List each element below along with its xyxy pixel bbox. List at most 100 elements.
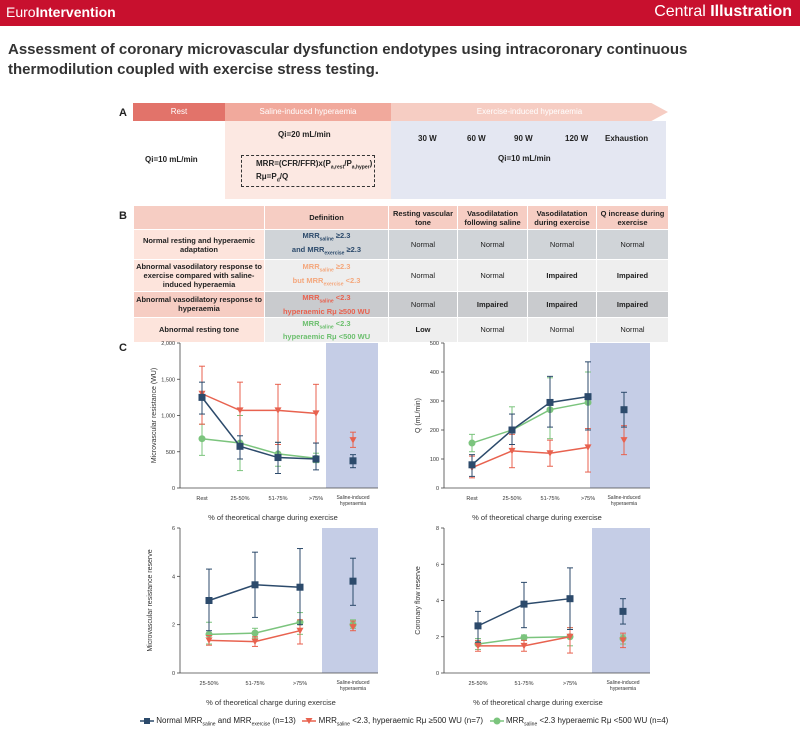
data-point <box>296 583 304 591</box>
x-tick-label: Rest <box>466 496 478 502</box>
mrr-formula: MRR=(CFR/FFR)x(Pa,rest/Pa,hyper) <box>256 159 373 171</box>
y-tick-label: 6 <box>172 526 175 532</box>
data-point <box>474 642 482 650</box>
data-point <box>508 447 516 455</box>
rest-qi: Qi=10 mL/min <box>145 155 198 164</box>
y-tick-label: 0 <box>172 486 175 492</box>
data-point <box>236 439 244 447</box>
data-point <box>274 450 282 458</box>
x-tick-label: 25-50% <box>503 496 522 502</box>
y-axis-label: Microvascular resistance reserve <box>147 549 154 651</box>
table-cell: Low <box>388 316 458 343</box>
y-tick-label: 2 <box>436 635 439 641</box>
row-definition: MRRsaline <2.3 hyperaemic Rμ ≥500 WU <box>264 291 389 318</box>
data-point <box>198 393 206 401</box>
series-line-low_rmu <box>471 401 589 444</box>
table-cell: Normal <box>388 291 458 318</box>
data-point <box>198 435 206 443</box>
central-illustration-label: Central Illustration <box>654 3 792 20</box>
legend-normal-marker <box>140 718 154 724</box>
row-name: Abnormal resting tone <box>133 316 265 343</box>
phase-rest-header: Rest <box>133 103 225 121</box>
table-row: Abnormal resting tone MRRsaline <2.3 hype… <box>133 316 669 343</box>
y-tick-label: 0 <box>172 671 175 677</box>
data-point <box>312 410 320 417</box>
x-tick-label: 25-50% <box>469 681 488 687</box>
y-tick-label: 4 <box>172 574 175 580</box>
data-point <box>546 406 554 414</box>
table-cell: Impaired <box>596 291 669 318</box>
x-tick-label: 51-75% <box>541 496 560 502</box>
data-point <box>474 640 482 648</box>
data-point <box>349 457 357 465</box>
data-point <box>584 393 592 401</box>
x-tick-label: >75% <box>563 681 577 687</box>
table-cell: Impaired <box>527 291 597 318</box>
saline-tick-label: hyperaemia <box>610 686 636 692</box>
y-axis-label: Microvascular resistance (WU) <box>151 368 158 463</box>
data-point <box>468 461 476 469</box>
data-point <box>205 637 213 644</box>
data-point <box>566 633 574 641</box>
data-point <box>566 633 574 641</box>
table-cell: Normal <box>388 229 458 260</box>
data-point <box>546 398 554 406</box>
data-point <box>274 454 282 462</box>
table-cell: Normal <box>596 316 669 343</box>
data-point <box>468 439 476 447</box>
row-definition: MRRsaline ≥2.3 and MRRexercise ≥2.3 <box>264 229 389 260</box>
saline-hyperaemia-zone <box>326 343 378 488</box>
x-axis-label: % of theoretical charge during exercise <box>206 698 336 707</box>
data-point <box>619 637 627 644</box>
row-definition: MRRsaline <2.3 hyperaemic Rμ <500 WU <box>264 316 389 343</box>
table-cell: Normal <box>596 229 669 260</box>
table-row: Abnormal vasodilatory response to exerci… <box>133 259 669 292</box>
exercise-qi: Qi=10 mL/min <box>498 154 551 163</box>
y-tick-label: 500 <box>166 450 175 456</box>
data-point <box>349 621 357 629</box>
exercise-level-30w: 30 W <box>418 134 437 143</box>
saline-tick-label: Saline-induced <box>336 680 369 686</box>
data-point <box>312 454 320 462</box>
data-point <box>236 407 244 414</box>
table-header-cell: Vasodilatation during exercise <box>527 205 597 230</box>
figure-title: Assessment of coronary microvascular dys… <box>8 41 688 78</box>
data-point <box>620 406 628 414</box>
series-line-normal <box>471 395 589 466</box>
y-tick-label: 2 <box>172 623 175 629</box>
data-point <box>566 595 574 603</box>
journal-header-bar: EuroIntervention Central Illustration <box>0 0 800 26</box>
data-point <box>520 600 528 608</box>
data-point <box>236 442 244 450</box>
saline-tick-label: Saline-induced <box>336 495 369 501</box>
endotype-table: Definition Resting vascular tone Vasodil… <box>133 205 669 343</box>
data-point <box>520 642 528 650</box>
journal-brand: EuroIntervention <box>6 4 116 20</box>
exercise-level-120w: 120 W <box>565 134 589 143</box>
data-point <box>520 634 528 642</box>
series-line-low_rmu <box>201 437 317 460</box>
legend-high-rmu-marker <box>302 718 317 724</box>
table-header-row: Definition Resting vascular tone Vasodil… <box>133 205 669 230</box>
data-point <box>619 607 627 615</box>
table-header-cell <box>133 205 265 230</box>
data-point <box>619 635 627 643</box>
formula-box: MRR=(CFR/FFR)x(Pa,rest/Pa,hyper) Rμ=Pd/Q <box>241 155 375 187</box>
series-line-high_rmu <box>478 636 571 647</box>
series-line-normal <box>201 396 317 460</box>
table-row: Abnormal vasodilatory response to hypera… <box>133 291 669 318</box>
table-cell: Normal <box>527 229 597 260</box>
x-tick-label: 25-50% <box>200 681 219 687</box>
x-tick-label: 51-75% <box>269 496 288 502</box>
y-tick-label: 200 <box>430 428 439 434</box>
series-line-high_rmu <box>208 629 301 643</box>
exercise-level-60w: 60 W <box>467 134 486 143</box>
legend-low-rmu-marker <box>489 717 504 725</box>
saline-hyperaemia-zone <box>590 343 650 488</box>
table-cell: Normal <box>388 259 458 292</box>
exercise-level-exhaustion: Exhaustion <box>605 134 649 143</box>
table-cell: Impaired <box>596 259 669 292</box>
y-tick-label: 400 <box>430 370 439 376</box>
data-point <box>584 444 592 451</box>
